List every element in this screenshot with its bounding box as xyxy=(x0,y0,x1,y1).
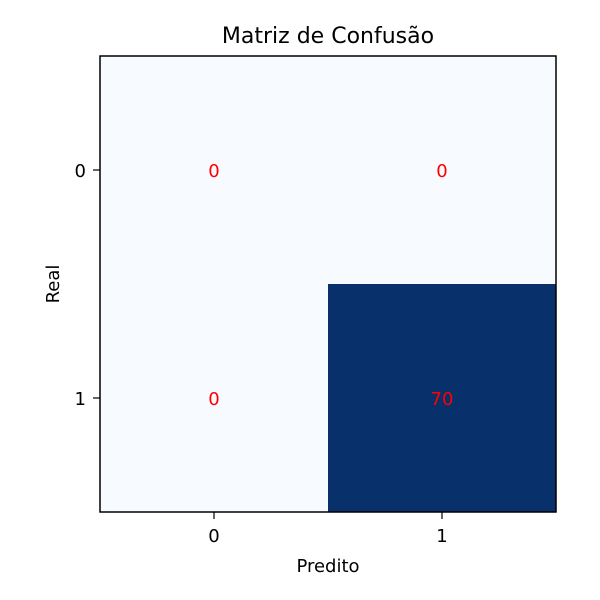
x-tick-label-1: 1 xyxy=(436,526,447,547)
cell-value-0-0: 0 xyxy=(208,161,219,182)
heatmap-cell-0-0 xyxy=(100,56,328,284)
y-axis-ticks: 01 xyxy=(75,161,100,410)
cell-value-1-1: 70 xyxy=(431,389,454,410)
plot-frame xyxy=(99,55,557,513)
chart-title: Matriz de Confusão xyxy=(222,24,434,49)
cell-annotations: 0 0 0 70 xyxy=(208,161,453,410)
heatmap-cell-1-1 xyxy=(328,284,556,512)
x-tick-label-0: 0 xyxy=(208,526,219,547)
y-tick-label-0: 0 xyxy=(75,161,86,182)
x-axis-label: Predito xyxy=(296,556,359,577)
heatmap-cells xyxy=(100,56,556,512)
y-tick-label-1: 1 xyxy=(75,389,86,410)
heatmap-cell-0-1 xyxy=(328,56,556,284)
cell-value-0-1: 0 xyxy=(436,161,447,182)
y-axis-label: Real xyxy=(43,265,64,304)
cell-value-1-0: 0 xyxy=(208,389,219,410)
heatmap-cell-1-0 xyxy=(100,284,328,512)
